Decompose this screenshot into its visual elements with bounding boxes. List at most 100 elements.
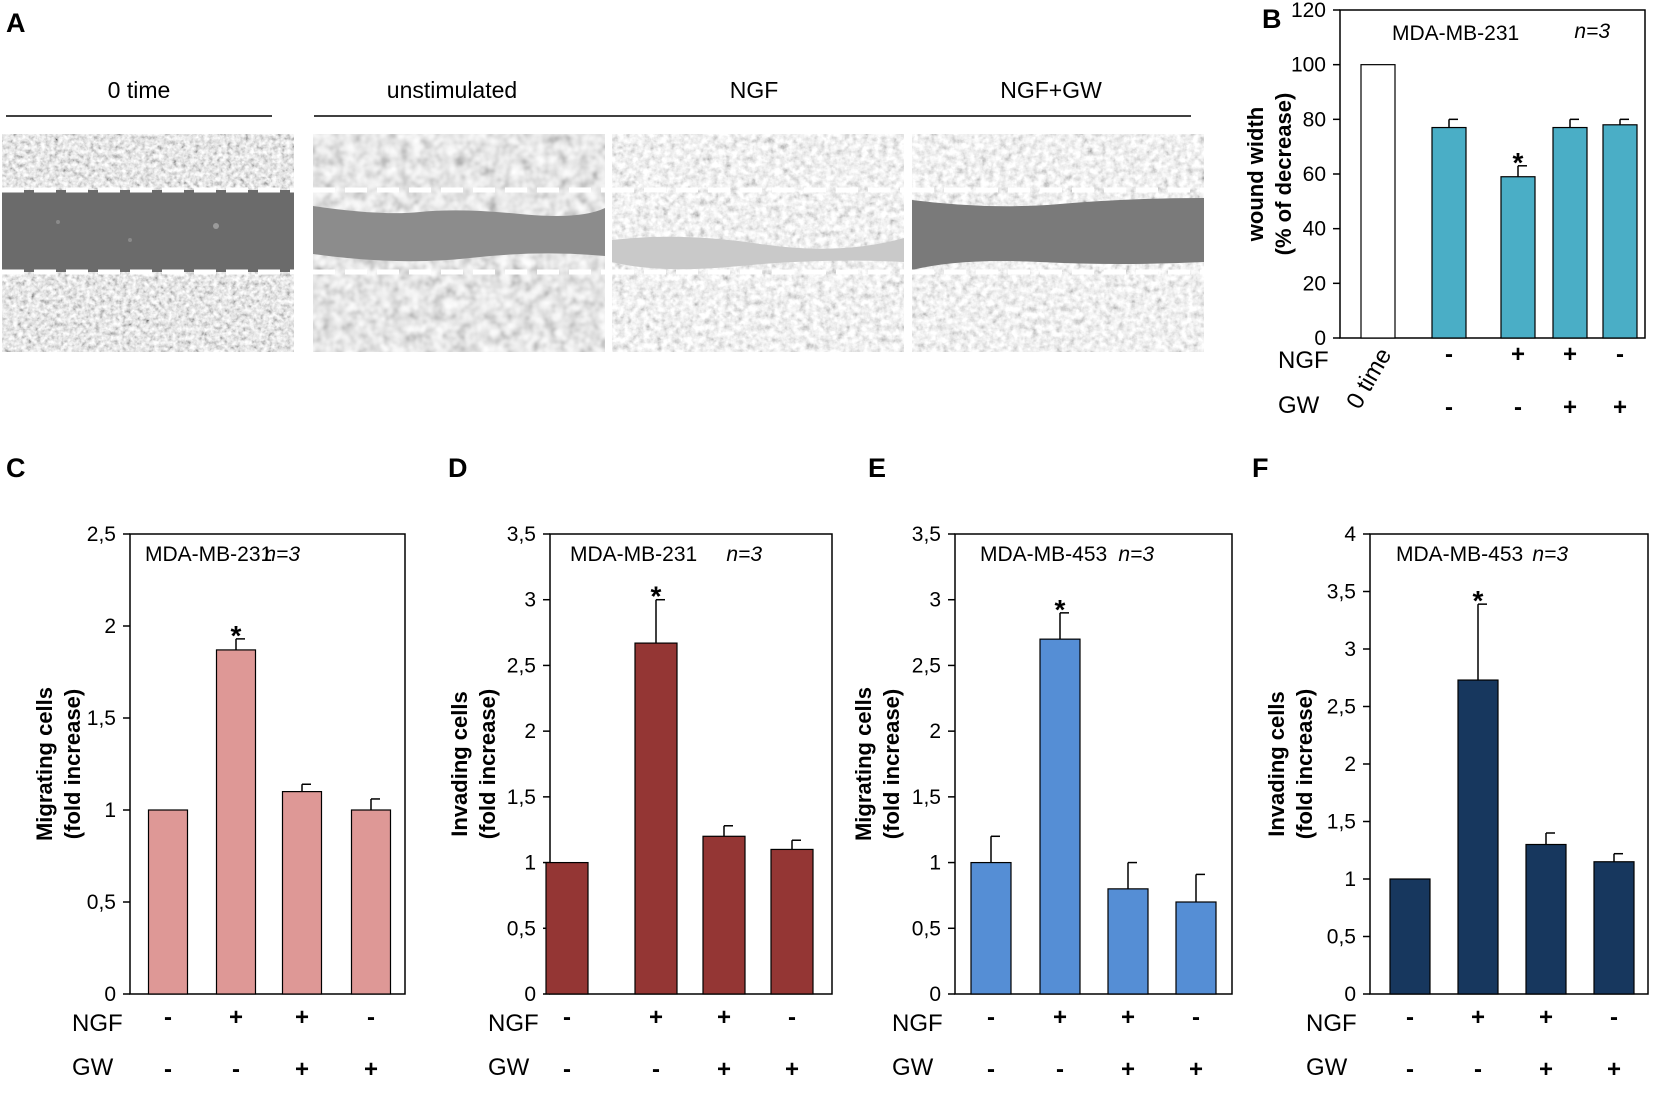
bar [1602,124,1638,339]
inset-n: n=3 [1118,543,1154,566]
inset-cell-line: MDA-MB-231 [570,543,697,566]
ngf-sign: - [1616,341,1624,368]
ngf-sign: + [1121,1004,1135,1031]
ngf-sign: - [563,1004,571,1031]
panel-a: A 0 time unstimulated NGF NGF+GW [2,8,1204,352]
inset-cell-line: MDA-MB-453 [1396,543,1523,566]
y-tick-label: 2 [524,720,536,743]
ngf-row-label: NGF [892,1010,943,1037]
bar [1552,126,1588,339]
bar [1525,843,1567,995]
y-tick-label: 120 [1291,0,1326,22]
panel-letter: E [868,453,886,483]
y-tick-label: 1 [929,852,941,875]
y-tick-label: 60 [1303,163,1326,186]
y-tick-label: 1,5 [87,707,116,730]
bar [970,861,1012,995]
y-tick-label: 40 [1303,218,1326,241]
plot-frame [129,533,406,995]
ngf-sign: - [788,1004,796,1031]
panel-letter: F [1252,453,1269,483]
y-axis-label-line2: (fold increase) [1292,689,1317,839]
bar [1360,64,1396,339]
y-tick-label: 3 [1344,638,1356,661]
y-tick-label: 0,5 [87,891,116,914]
ngf-row-label: NGF [1306,1010,1357,1037]
inset-cell-line: MDA-MB-231 [1392,22,1519,45]
y-axis-label-line1: Migrating cells [32,687,57,841]
gw-sign: - [1474,1056,1482,1083]
gw-sign: + [364,1056,378,1083]
significance-star: * [651,581,662,612]
header-ngf: NGF [730,77,779,103]
y-axis-label-line2: (fold increase) [475,689,500,839]
ngf-row-label: NGF [72,1010,123,1037]
gw-sign: + [717,1056,731,1083]
x-category-0-time: 0 time [1341,344,1397,414]
y-tick-label: 0 [1344,983,1356,1006]
significance-star: * [1055,594,1066,625]
panel-letter: D [448,453,468,483]
y-tick-label: 0 [524,983,536,1006]
y-tick-label: 3 [929,589,941,612]
y-tick-label: 3 [524,589,536,612]
gw-sign: + [1121,1056,1135,1083]
y-tick-label: 20 [1303,272,1326,295]
ngf-sign: - [164,1004,172,1031]
scratch-image-ngf-gw [912,134,1204,352]
bar [281,790,323,995]
y-tick-label: 2,5 [1327,696,1356,719]
ngf-sign: - [1610,1004,1618,1031]
inset-n: n=3 [264,543,300,566]
header-unstimulated: unstimulated [387,77,517,103]
gw-sign: - [1445,394,1453,421]
chart-panel-b: B 0 20 40 60 80 100 120 wound width (% of decreas… [1243,0,1646,421]
y-tick-label: 4 [1344,523,1356,546]
ngf-row-label: NGF [1278,347,1329,374]
panel-a-letter: A [6,8,26,38]
y-tick-label: 2 [104,615,116,638]
gw-row-label: GW [1306,1054,1348,1081]
scratch-image-unstimulated [313,134,605,352]
scratch-image-0-time [2,134,294,352]
bar [1389,878,1431,995]
inset-cell-line: MDA-MB-231 [145,543,272,566]
y-tick-label: 1 [104,799,116,822]
gw-sign: + [1613,394,1627,421]
y-tick-label: 80 [1303,108,1326,131]
gw-sign: + [785,1056,799,1083]
bar [1593,861,1635,995]
inset-cell-line: MDA-MB-453 [980,543,1107,566]
y-axis-label-line2: (fold increase) [879,689,904,839]
gw-sign: + [1189,1056,1203,1083]
bar [350,809,392,995]
ngf-sign: + [717,1004,731,1031]
y-tick-label: 1,5 [912,786,941,809]
y-axis-label: Invading cells (fold increase) [447,689,500,839]
y-axis-label: Migrating cells (fold increase) [32,687,85,841]
ngf-sign: + [1511,341,1525,368]
y-tick-label: 1 [1344,868,1356,891]
y-axis-label-line1: Migrating cells [851,687,876,841]
y-tick-label: 0,5 [1327,926,1356,949]
y-tick-label: 2 [929,720,941,743]
y-tick-label: 2,5 [912,654,941,677]
bar [147,809,189,995]
inset-n: n=3 [1574,20,1610,43]
gw-row-label: GW [1278,392,1320,419]
bar [1457,679,1499,995]
y-tick-label: 2,5 [87,523,116,546]
plot-frame [954,533,1233,995]
bar [634,642,678,995]
gw-sign: + [1539,1056,1553,1083]
chart-panel-c: C 0 0,5 1 1,5 2 2,5 Migrating cells (fold increa… [6,453,406,1083]
panel-letter: C [6,453,26,483]
gw-sign: - [652,1056,660,1083]
y-tick-label: 1 [524,852,536,875]
gw-sign: - [563,1056,571,1083]
ngf-sign: - [1445,341,1453,368]
y-axis-label: Invading cells (fold increase) [1264,689,1317,839]
gw-sign: - [1406,1056,1414,1083]
header-ngf-gw: NGF+GW [1000,77,1102,103]
gw-sign: - [232,1056,240,1083]
